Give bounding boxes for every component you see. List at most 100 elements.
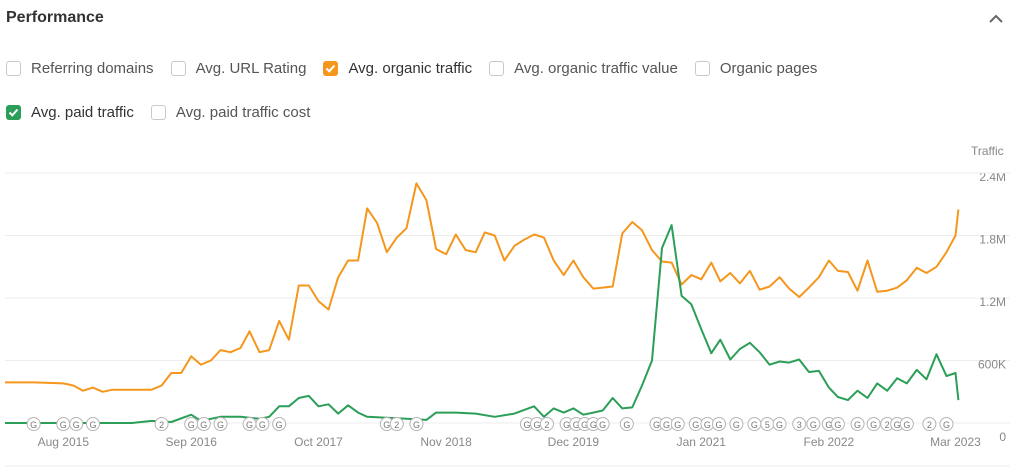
update-marker-label: 3 [797,420,802,430]
metric-label: Avg. URL Rating [195,60,307,77]
traffic-chart: 0 600K 1.2M 1.8M 2.4M Aug 2015 Sep 2016 Oct 201… [5,170,1010,467]
metric-organic-pages[interactable]: Organic pages [694,60,817,77]
checkbox[interactable] [489,61,505,76]
update-marker-icon [539,417,554,431]
x-tick-label: Aug 2015 [38,435,90,449]
metric-avg-url-rating[interactable]: Avg. URL Rating [170,60,307,77]
update-marker-icon [409,417,424,431]
update-marker-label: G [663,420,670,430]
x-tick-label: Nov 2018 [420,435,472,449]
update-marker-icon [69,417,84,431]
update-marker-label: G [523,420,530,430]
update-marker-icon [792,417,807,431]
update-marker-label: G [573,420,580,430]
metric-toggles-row-2: Avg. paid traffic Avg. paid traffic cost [6,104,327,121]
update-marker-label: G [246,420,253,430]
update-marker-icon [866,417,881,431]
panel-title: Performance [6,9,104,26]
update-marker-label: G [73,420,80,430]
y-tick-label: 2.4M [979,170,1006,184]
checkbox[interactable] [694,61,710,76]
checkbox[interactable] [6,105,21,120]
update-marker-icon [255,417,270,431]
update-marker-icon [729,417,744,431]
update-marker-label: G [188,420,195,430]
y-axis-title: Traffic [971,144,1004,158]
metric-avg-paid-traffic-cost[interactable]: Avg. paid traffic cost [150,104,311,121]
update-marker-icon [619,417,634,431]
update-marker-label: 5 [765,420,770,430]
update-marker-icon [806,417,821,431]
update-marker-icon [899,417,914,431]
update-marker-icon [711,417,726,431]
update-marker-icon [772,417,787,431]
metric-label: Avg. organic traffic value [514,60,678,77]
metric-avg-organic-traffic-value[interactable]: Avg. organic traffic value [489,60,678,77]
paid-traffic-line [5,224,960,424]
update-marker-label: G [217,420,224,430]
update-marker-label: G [751,420,758,430]
y-tick-label: 0 [999,430,1006,444]
x-tick-label: Sep 2016 [166,435,218,449]
metric-avg-paid-traffic[interactable]: Avg. paid traffic [6,104,134,121]
update-marker-icon [670,417,685,431]
update-marker-label: G [810,420,817,430]
update-marker-icon [85,417,100,431]
checkbox[interactable] [323,61,339,76]
update-marker-label: G [383,420,390,430]
update-marker-label: G [870,420,877,430]
update-marker-label: 2 [885,420,890,430]
x-tick-label: Oct 2017 [294,435,343,449]
update-marker-icon [196,417,211,431]
update-marker-label: G [590,420,597,430]
update-marker-label: G [943,420,950,430]
checkbox[interactable] [170,61,186,76]
metric-label: Avg. paid traffic [31,104,134,121]
update-marker-icon [939,417,954,431]
x-tick-label: Mar 2023 [930,435,981,449]
metric-avg-organic-traffic[interactable]: Avg. organic traffic [323,60,472,77]
checkbox[interactable] [150,105,166,120]
update-marker-label: G [776,420,783,430]
update-marker-label: G [30,420,37,430]
update-marker-label: G [733,420,740,430]
organic-traffic-line [5,182,960,393]
metric-toggles-row-1: Referring domains Avg. URL Rating Avg. o… [6,60,834,77]
update-marker-label: G [674,420,681,430]
y-tick-label: 1.8M [979,233,1006,247]
x-tick-label: Jan 2021 [677,435,727,449]
metric-label: Referring domains [31,60,154,77]
update-marker-label: G [825,420,832,430]
update-marker-label: 2 [394,420,399,430]
update-marker-label: G [834,420,841,430]
y-tick-label: 1.2M [979,295,1006,309]
update-marker-icon [26,417,41,431]
update-marker-label: G [200,420,207,430]
update-marker-label: G [653,420,660,430]
update-marker-label: 2 [159,420,164,430]
update-marker-label: 2 [927,420,932,430]
update-marker-label: G [715,420,722,430]
collapse-chevron-icon[interactable] [986,10,1006,28]
update-marker-label: G [533,420,540,430]
metric-label: Avg. organic traffic [348,60,473,77]
update-marker-icon [595,417,610,431]
update-marker-label: G [581,420,588,430]
update-marker-label: G [692,420,699,430]
update-marker-label: G [704,420,711,430]
update-marker-icon [154,417,169,431]
update-marker-label: G [89,420,96,430]
update-marker-label: G [599,420,606,430]
update-marker-label: 2 [544,420,549,430]
update-marker-label: G [903,420,910,430]
update-marker-icon [922,417,937,431]
metric-referring-domains[interactable]: Referring domains [6,60,154,77]
update-marker-icon [850,417,865,431]
x-tick-label: Dec 2019 [548,435,600,449]
metric-label: Avg. paid traffic cost [175,104,311,121]
checkbox[interactable] [6,61,21,76]
update-marker-label: G [623,420,630,430]
x-tick-label: Feb 2022 [804,435,855,449]
update-marker-label: G [563,420,570,430]
update-marker-label: G [60,420,67,430]
